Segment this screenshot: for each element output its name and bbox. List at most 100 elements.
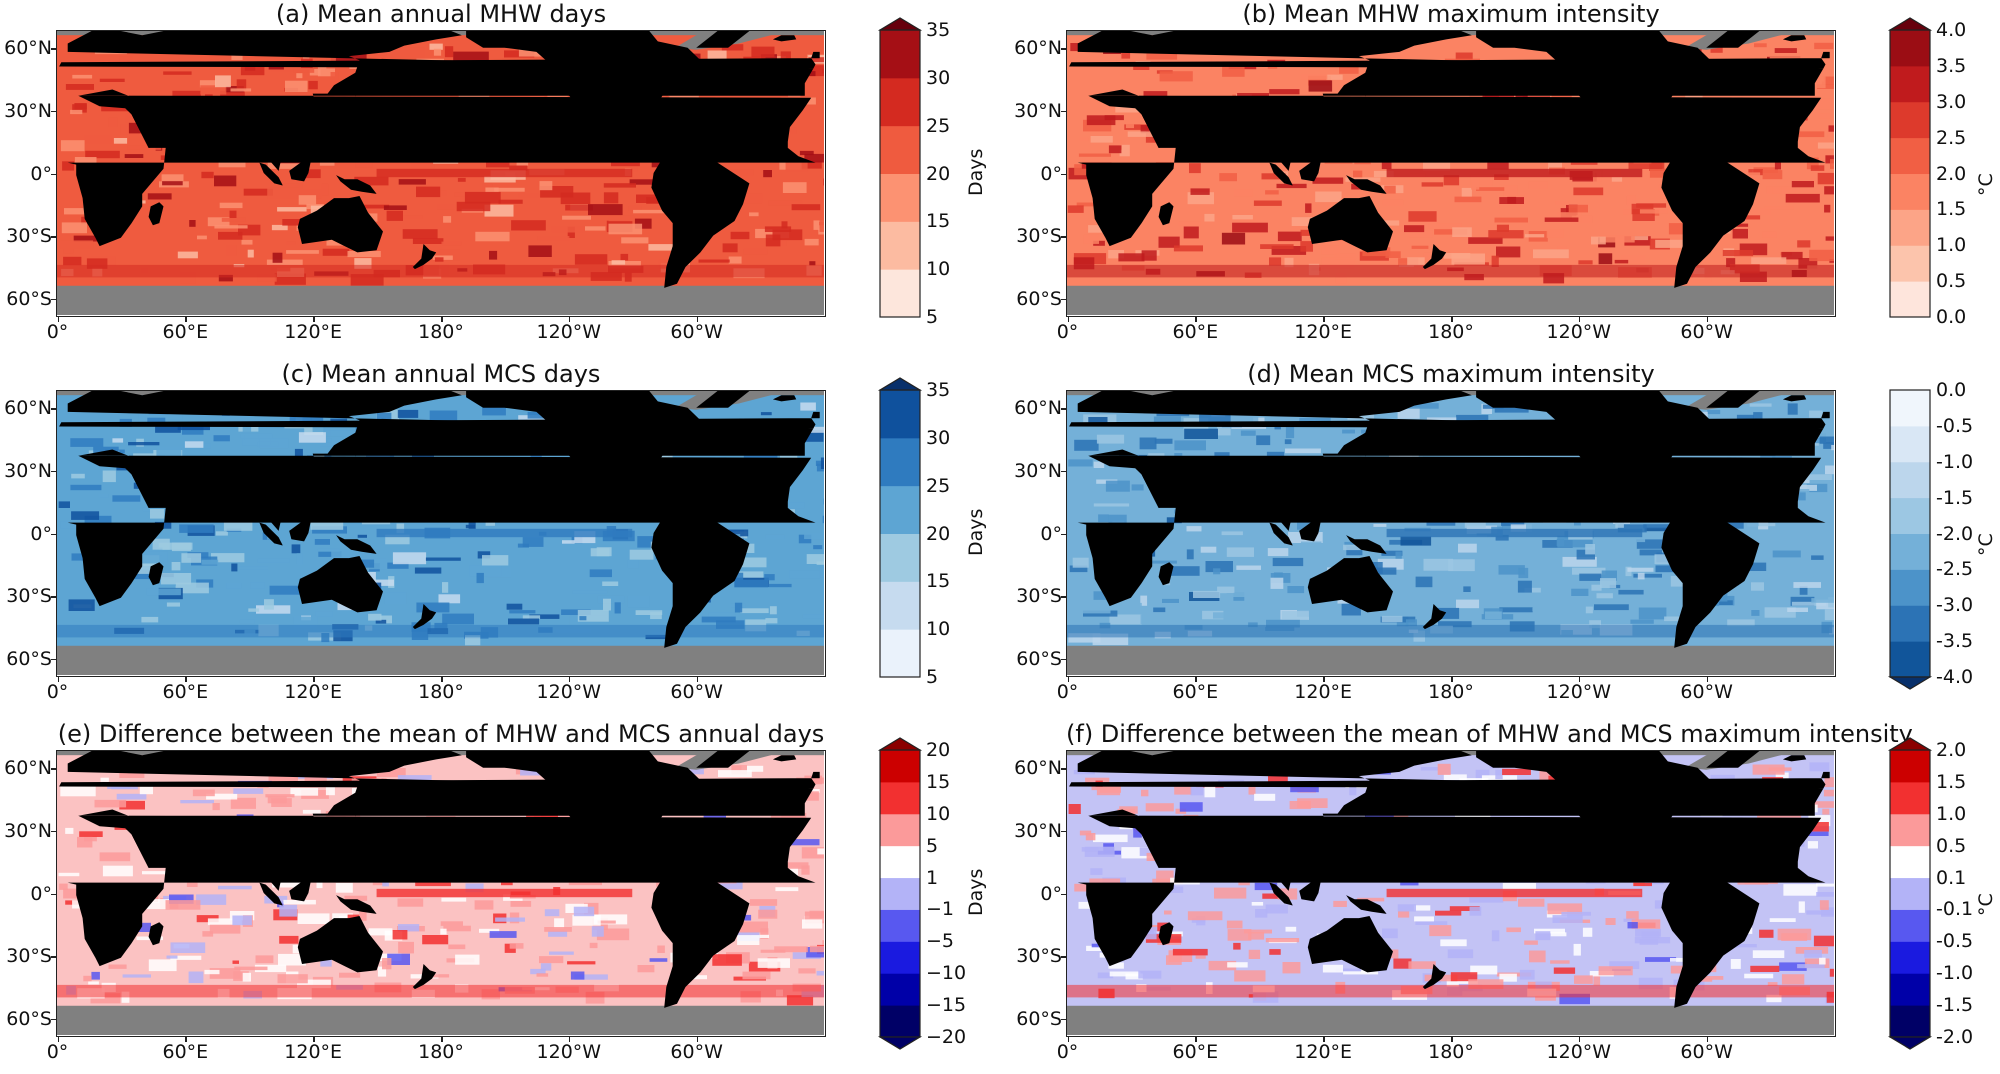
colorbar (880, 750, 920, 1037)
colorbar-bin (1890, 102, 1930, 138)
colorbar-bin (1890, 209, 1930, 245)
colorbar-tick-label: -2.5 (1936, 559, 1973, 579)
lat-tick-label: 30°N (1010, 461, 1062, 481)
colorbar-tick-label: -2.0 (1936, 524, 1973, 544)
lon-tick (441, 1037, 443, 1042)
lat-tick-label: 0° (0, 884, 52, 904)
colorbar-tick-label: 0.0 (1936, 307, 1966, 327)
colorbar-bin (880, 973, 920, 1005)
colorbar-tick-label: -1.5 (1936, 995, 1973, 1015)
lon-tick (58, 677, 60, 682)
lon-tick (1579, 677, 1581, 682)
colorbar-tick-label: 10 (926, 259, 950, 279)
lon-tick (1323, 317, 1325, 322)
colorbar-bin (880, 629, 920, 677)
lat-tick (51, 659, 56, 661)
lon-tick (1707, 317, 1709, 322)
colorbar-tick-label: −1 (926, 899, 954, 919)
lon-tick (1451, 317, 1453, 322)
colorbar-tick-label: -2.0 (1936, 1027, 1973, 1047)
colorbar-tick-label: 2.0 (1936, 740, 1966, 760)
lat-tick (1061, 408, 1066, 410)
lon-tick (441, 317, 443, 322)
colorbar-bin (1890, 174, 1930, 210)
map-panel-e: (e) Difference between the mean of MHW a… (0, 720, 1000, 1074)
lon-tick (697, 317, 699, 322)
colorbar-tick-label: 30 (926, 428, 950, 448)
lon-tick-label: 60°W (1680, 682, 1732, 702)
sea-ice (57, 646, 824, 675)
colorbar-tick-label: 15 (926, 772, 950, 792)
lat-tick-label: 60°N (0, 758, 52, 778)
lat-tick-label: 60°S (1010, 649, 1062, 669)
colorbar-bin (880, 878, 920, 910)
lat-tick-label: 30°N (0, 821, 52, 841)
colorbar-extend-top (880, 378, 920, 390)
lat-tick (51, 299, 56, 301)
colorbar-tick-label: 1.0 (1936, 804, 1966, 824)
lon-tick (1451, 1037, 1453, 1042)
colorbar-tick-label: -1.0 (1936, 452, 1973, 472)
lon-tick-label: 120°E (284, 322, 342, 342)
colorbar-unit-label: Days (965, 508, 987, 555)
colorbar-bin (1890, 462, 1930, 498)
colorbar-extend-top (880, 18, 920, 30)
lon-tick (569, 677, 571, 682)
lat-tick-label: 30°N (1010, 821, 1062, 841)
lon-tick-label: 60°W (670, 682, 722, 702)
lat-tick (1061, 48, 1066, 50)
colorbar-tick-label: 4.0 (1936, 20, 1966, 40)
lon-tick-label: 60°E (1172, 1042, 1218, 1062)
colorbar-tick-label: 1 (926, 868, 938, 888)
lat-tick-label: 30°S (1010, 586, 1062, 606)
lat-tick (1061, 831, 1066, 833)
lon-tick (1579, 1037, 1581, 1042)
colorbar-tick-label: 3.5 (1936, 56, 1966, 76)
colorbar-tick-label: 0.0 (1936, 380, 1966, 400)
lat-tick (51, 1019, 56, 1021)
colorbar-tick-label: -1.0 (1936, 963, 1973, 983)
colorbar-tick-label: 25 (926, 116, 950, 136)
colorbar-tick-label: 2.5 (1936, 128, 1966, 148)
colorbar-tick-label: 5 (926, 836, 938, 856)
lat-tick-label: 30°S (0, 226, 52, 246)
lat-tick (1061, 236, 1066, 238)
lat-tick (51, 894, 56, 896)
lat-tick (51, 236, 56, 238)
lon-tick-label: 60°W (670, 322, 722, 342)
colorbar (1890, 390, 1930, 677)
sea-ice (1067, 1006, 1834, 1035)
colorbar-bin (880, 814, 920, 846)
lon-tick (185, 1037, 187, 1042)
colorbar-tick-label: -1.5 (1936, 488, 1973, 508)
colorbar-tick-label: 2.0 (1936, 164, 1966, 184)
lon-tick-label: 180° (1428, 682, 1474, 702)
colorbar-bin (880, 174, 920, 222)
colorbar-bin (1890, 245, 1930, 281)
lon-tick-label: 180° (418, 322, 464, 342)
lat-tick-label: 30°S (1010, 226, 1062, 246)
colorbar-tick-label: 20 (926, 164, 950, 184)
lat-tick (51, 956, 56, 958)
colorbar-tick-label: 0.5 (1936, 271, 1966, 291)
colorbar-tick-label: 5 (926, 307, 938, 327)
lat-tick (1061, 894, 1066, 896)
colorbar-bin (880, 78, 920, 126)
colorbar-bin (1890, 846, 1930, 878)
colorbar-bin (880, 782, 920, 814)
lon-tick-label: 180° (418, 682, 464, 702)
colorbar-bin (880, 581, 920, 629)
lon-tick-label: 120°E (284, 682, 342, 702)
lat-tick (51, 408, 56, 410)
colorbar-bin (880, 438, 920, 486)
panel-title: (f) Difference between the mean of MHW a… (1066, 720, 1836, 748)
colorbar-unit-label: Days (965, 868, 987, 915)
lat-tick (51, 174, 56, 176)
lon-tick-label: 120°E (284, 1042, 342, 1062)
lat-tick (1061, 596, 1066, 598)
colorbar-extend-bottom (880, 1037, 920, 1049)
lat-tick-label: 30°N (0, 461, 52, 481)
lat-tick-label: 60°S (1010, 289, 1062, 309)
lon-tick-label: 60°W (1680, 1042, 1732, 1062)
